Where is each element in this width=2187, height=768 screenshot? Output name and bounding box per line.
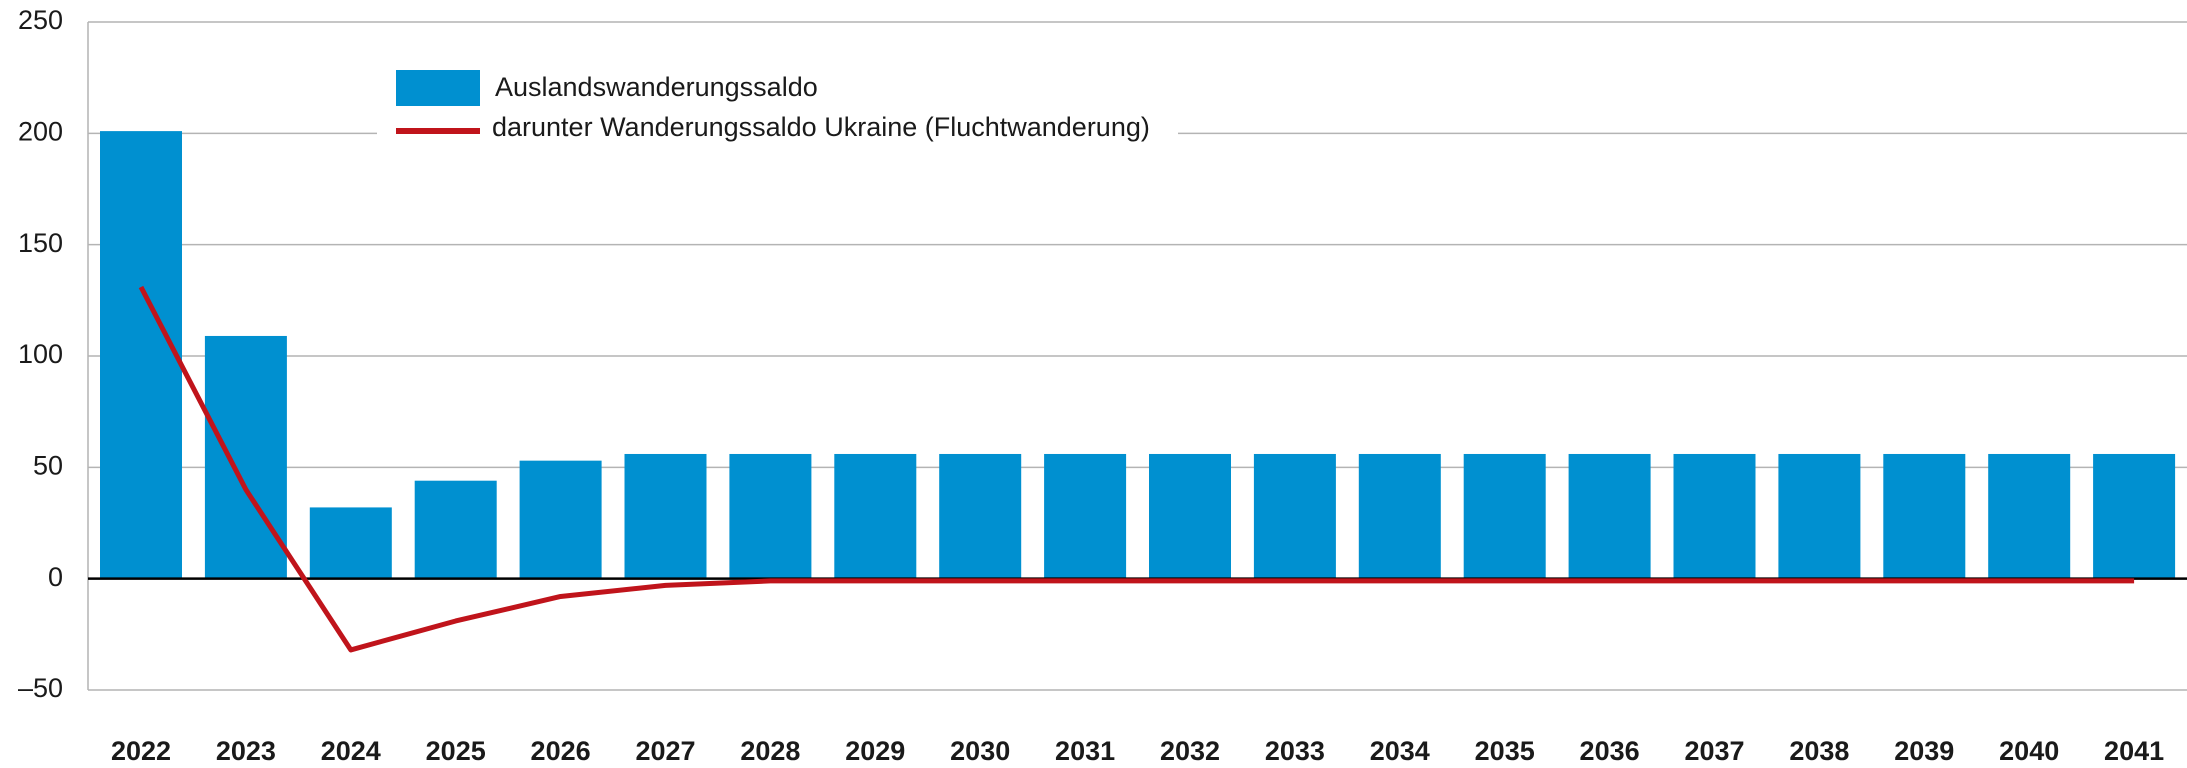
- bar: [1568, 453, 1651, 579]
- bar: [1358, 453, 1441, 579]
- x-tick-label: 2030: [950, 736, 1010, 766]
- y-tick-label: –50: [18, 673, 63, 703]
- bar: [939, 453, 1022, 579]
- x-tick-label: 2040: [1999, 736, 2059, 766]
- x-tick-label: 2035: [1475, 736, 1535, 766]
- legend-bg: [377, 56, 1178, 146]
- x-tick-label: 2026: [531, 736, 591, 766]
- x-tick-label: 2031: [1055, 736, 1115, 766]
- x-tick-label: 2033: [1265, 736, 1325, 766]
- x-tick-label: 2024: [321, 736, 381, 766]
- y-tick-label: 100: [18, 339, 63, 369]
- bar: [1253, 453, 1336, 579]
- legend-label: darunter Wanderungssaldo Ukraine (Flucht…: [492, 112, 1150, 142]
- bar: [204, 335, 287, 579]
- y-tick-label: 50: [33, 450, 63, 480]
- legend-label: Auslandswanderungssaldo: [495, 72, 818, 102]
- bar: [624, 453, 707, 579]
- x-tick-label: 2027: [635, 736, 695, 766]
- legend-swatch: [396, 70, 480, 106]
- x-tick-label: 2039: [1894, 736, 1954, 766]
- bar: [1988, 453, 2071, 579]
- bar: [2093, 453, 2176, 579]
- bar: [519, 460, 602, 579]
- bar: [1044, 453, 1127, 579]
- line: [138, 285, 2135, 653]
- x-tick-label: 2034: [1370, 736, 1430, 766]
- bar: [1883, 453, 1966, 579]
- bar: [1463, 453, 1546, 579]
- x-tick-label: 2037: [1684, 736, 1744, 766]
- bar: [834, 453, 917, 579]
- bar: [100, 131, 182, 579]
- bar: [729, 453, 812, 579]
- bar: [1778, 453, 1861, 579]
- y-tick-label: 200: [18, 116, 63, 146]
- bar: [1149, 453, 1231, 579]
- x-tick-label: 2038: [1789, 736, 1849, 766]
- x-tick-label: 2025: [426, 736, 486, 766]
- x-tick-label: 2041: [2104, 736, 2164, 766]
- x-tick-label: 2022: [111, 736, 171, 766]
- x-tick-label: 2032: [1160, 736, 1220, 766]
- x-tick-label: 2023: [216, 736, 276, 766]
- bar: [309, 507, 392, 579]
- y-tick-label: 150: [18, 228, 63, 258]
- y-tick-label: 0: [48, 562, 63, 592]
- x-tick-label: 2028: [740, 736, 800, 766]
- x-tick-label: 2036: [1580, 736, 1640, 766]
- bar: [414, 480, 497, 579]
- x-tick-label: 2029: [845, 736, 905, 766]
- bar: [1673, 453, 1756, 579]
- y-tick-label: 250: [18, 5, 63, 35]
